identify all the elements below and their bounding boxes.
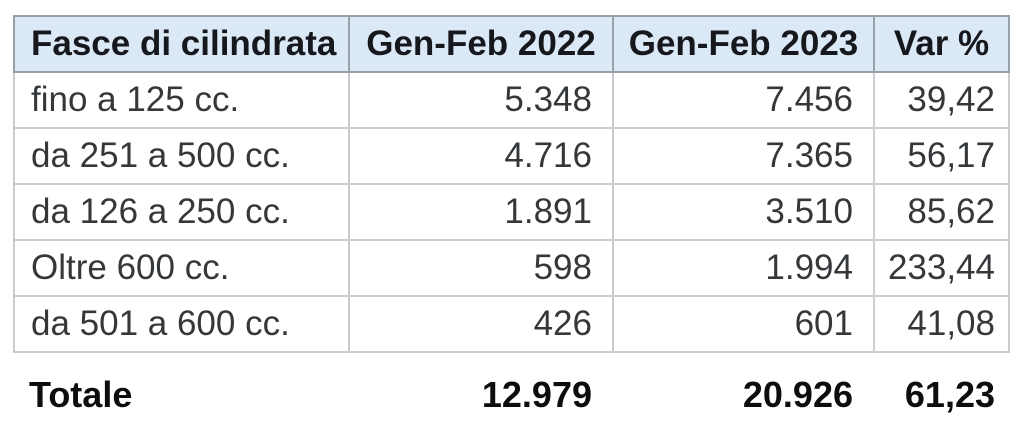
cell-2023-value: 1.994 xyxy=(612,239,875,297)
cell-2023-value: 7.456 xyxy=(612,71,875,129)
table-row: da 501 a 600 cc. 426 601 41,08 xyxy=(13,295,1010,353)
cell-category: da 501 a 600 cc. xyxy=(13,295,350,353)
table-row: da 126 a 250 cc. 1.891 3.510 85,62 xyxy=(13,183,1010,241)
total-2023-value: 20.926 xyxy=(742,374,853,415)
cell-2022-value: 426 xyxy=(348,295,614,353)
total-label: Totale xyxy=(29,374,133,415)
cilindrata-table: Fasce di cilindrata Gen-Feb 2022 Gen-Feb… xyxy=(13,15,1010,353)
cell-var-pct: 56,17 xyxy=(873,127,1010,185)
cell-category: da 126 a 250 cc. xyxy=(13,183,350,241)
cell-2023-value: 3.510 xyxy=(612,183,875,241)
total-row: Totale 12.979 20.926 61,23 xyxy=(13,366,1008,424)
col-header-gen-feb-2023: Gen-Feb 2023 xyxy=(612,15,875,73)
cell-category: Oltre 600 cc. xyxy=(13,239,350,297)
table-header-row: Fasce di cilindrata Gen-Feb 2022 Gen-Feb… xyxy=(13,15,1010,73)
table-row: da 251 a 500 cc. 4.716 7.365 56,17 xyxy=(13,127,1010,185)
cell-2022-value: 598 xyxy=(348,239,614,297)
table-row: Oltre 600 cc. 598 1.994 233,44 xyxy=(13,239,1010,297)
cell-var-pct: 41,08 xyxy=(873,295,1010,353)
cell-2022-value: 4.716 xyxy=(348,127,614,185)
cell-category: fino a 125 cc. xyxy=(13,71,350,129)
col-header-var-pct: Var % xyxy=(873,15,1010,73)
col-header-fasce-di-cilindrata: Fasce di cilindrata xyxy=(13,15,350,73)
cell-var-pct: 39,42 xyxy=(873,71,1010,129)
cell-var-pct: 85,62 xyxy=(873,183,1010,241)
totals-table: Totale 12.979 20.926 61,23 xyxy=(13,366,1008,424)
col-header-gen-feb-2022: Gen-Feb 2022 xyxy=(348,15,614,73)
total-2022-value: 12.979 xyxy=(481,374,592,415)
cell-2023-value: 601 xyxy=(612,295,875,353)
table-row: fino a 125 cc. 5.348 7.456 39,42 xyxy=(13,71,1010,129)
cell-2023-value: 7.365 xyxy=(612,127,875,185)
total-var-pct: 61,23 xyxy=(904,374,995,415)
cell-var-pct: 233,44 xyxy=(873,239,1010,297)
cell-2022-value: 5.348 xyxy=(348,71,614,129)
cell-2022-value: 1.891 xyxy=(348,183,614,241)
cell-category: da 251 a 500 cc. xyxy=(13,127,350,185)
